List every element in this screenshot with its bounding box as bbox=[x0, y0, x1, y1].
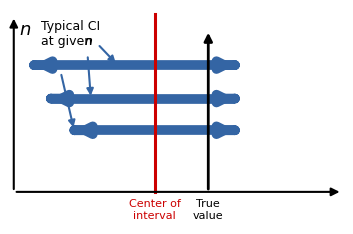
Text: at given: at given bbox=[41, 34, 96, 48]
Text: $n$: $n$ bbox=[19, 21, 32, 39]
Text: True
value: True value bbox=[193, 199, 223, 220]
Text: Typical CI: Typical CI bbox=[41, 20, 100, 33]
Text: $n$: $n$ bbox=[84, 34, 92, 48]
Text: Center of
interval: Center of interval bbox=[129, 199, 180, 220]
